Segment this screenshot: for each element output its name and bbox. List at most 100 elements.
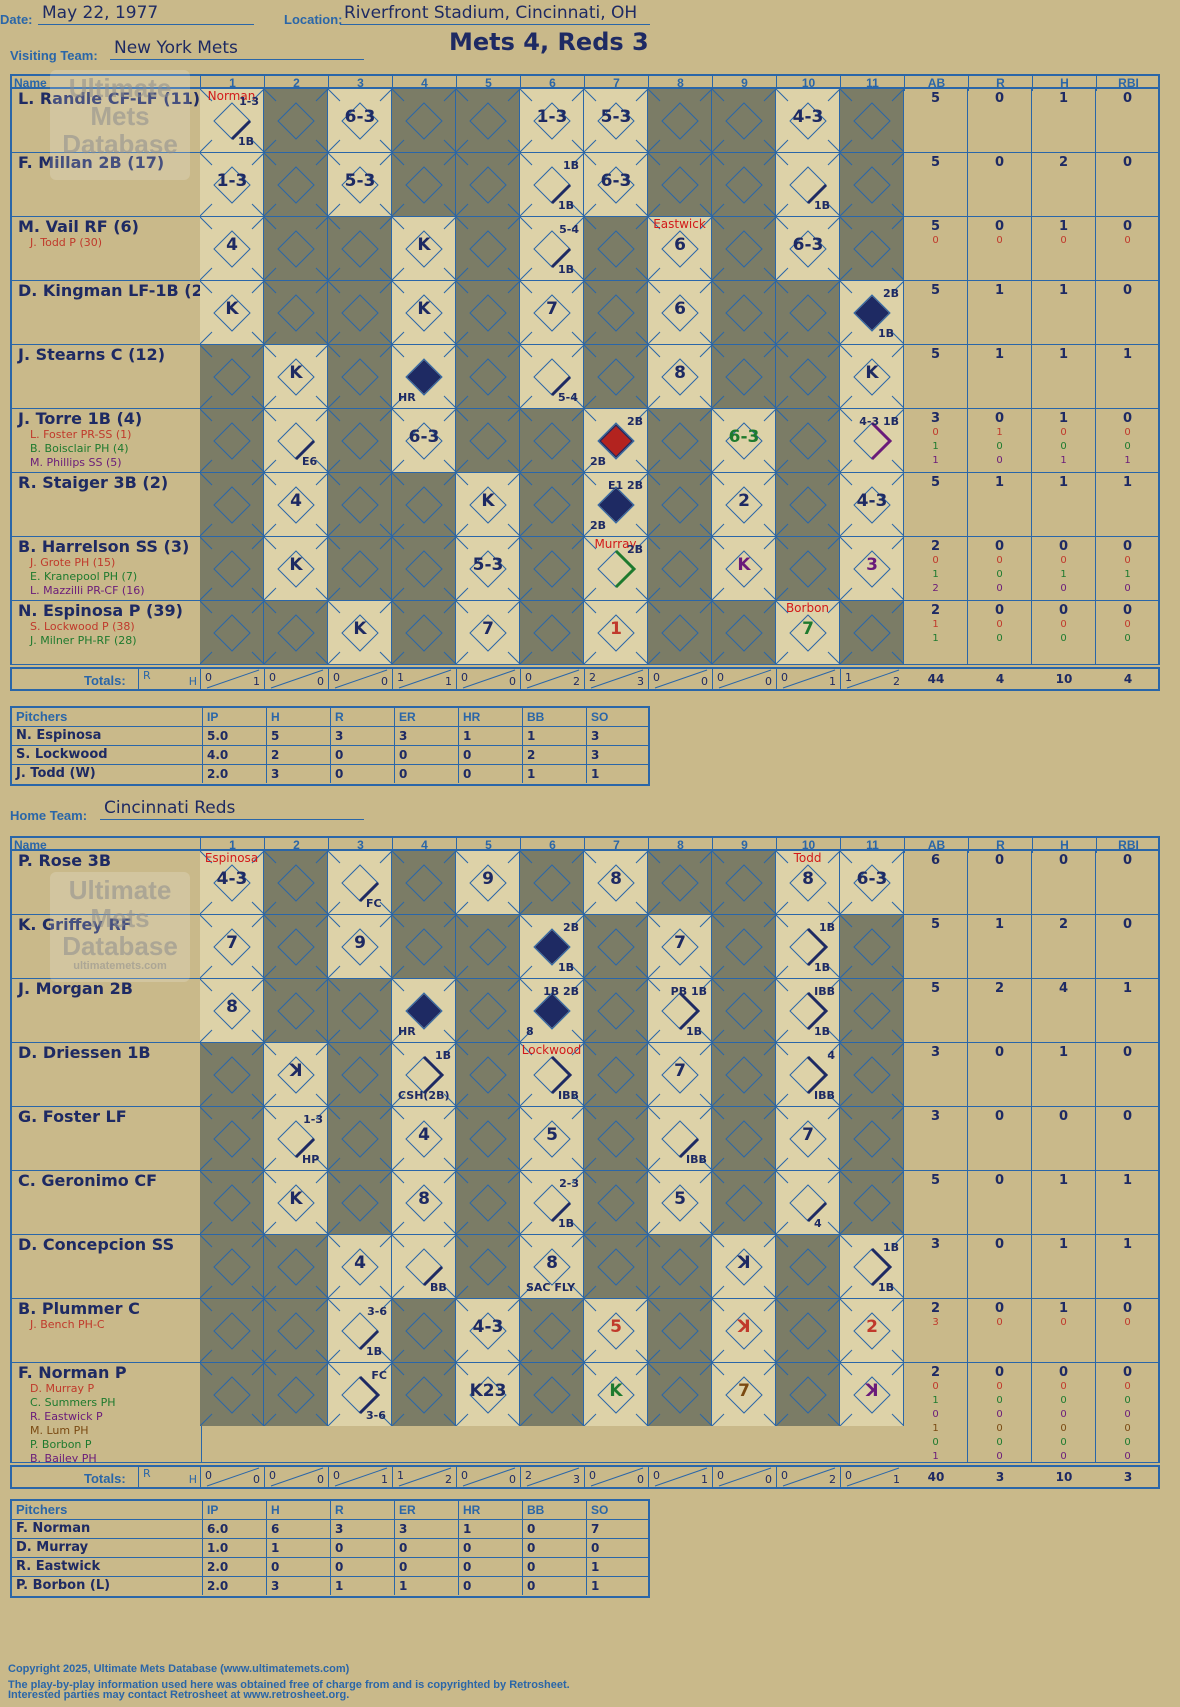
inning-cell[interactable] xyxy=(776,473,840,536)
inning-cell[interactable] xyxy=(200,1235,264,1298)
inning-cell[interactable]: 8 xyxy=(392,1171,456,1234)
inning-cell[interactable]: 7 xyxy=(776,1107,840,1170)
inning-cell[interactable] xyxy=(392,851,456,914)
inning-cell[interactable] xyxy=(520,473,584,536)
inning-cell[interactable]: 1B 1B xyxy=(520,153,584,216)
inning-cell[interactable] xyxy=(648,601,712,664)
inning-cell[interactable]: FC xyxy=(328,851,392,914)
inning-cell[interactable]: 6 Eastwick xyxy=(648,217,712,280)
inning-cell[interactable] xyxy=(648,153,712,216)
inning-cell[interactable]: ꓘ xyxy=(712,1299,776,1362)
inning-cell[interactable]: 4 xyxy=(328,1235,392,1298)
inning-cell[interactable] xyxy=(392,1363,456,1426)
inning-cell[interactable]: 1B CSH(2B) xyxy=(392,1043,456,1106)
inning-cell[interactable]: 4 xyxy=(264,473,328,536)
inning-cell[interactable]: K xyxy=(264,1171,328,1234)
inning-cell[interactable]: K23 xyxy=(456,1363,520,1426)
inning-cell[interactable]: FC 3-6 xyxy=(328,1363,392,1426)
inning-cell[interactable] xyxy=(392,915,456,978)
inning-cell[interactable]: K xyxy=(392,281,456,344)
inning-cell[interactable]: 5-3 xyxy=(328,153,392,216)
inning-cell[interactable] xyxy=(264,601,328,664)
inning-cell[interactable]: IBB 1B xyxy=(776,979,840,1042)
inning-cell[interactable]: HR xyxy=(392,979,456,1042)
inning-cell[interactable] xyxy=(776,1299,840,1362)
inning-cell[interactable] xyxy=(264,217,328,280)
inning-cell[interactable]: BB xyxy=(392,1235,456,1298)
inning-cell[interactable] xyxy=(392,153,456,216)
inning-cell[interactable]: 5 xyxy=(520,1107,584,1170)
inning-cell[interactable]: 8 xyxy=(648,345,712,408)
inning-cell[interactable]: 8 xyxy=(584,851,648,914)
inning-cell[interactable]: 1B 1B xyxy=(776,915,840,978)
inning-cell[interactable]: 6-3 xyxy=(776,217,840,280)
inning-cell[interactable]: 5-4 1B xyxy=(520,217,584,280)
inning-cell[interactable] xyxy=(584,1043,648,1106)
inning-cell[interactable] xyxy=(584,1107,648,1170)
inning-cell[interactable] xyxy=(264,89,328,152)
inning-cell[interactable]: 1-3 xyxy=(200,153,264,216)
inning-cell[interactable]: K xyxy=(584,1363,648,1426)
inning-cell[interactable] xyxy=(328,409,392,472)
inning-cell[interactable] xyxy=(328,473,392,536)
inning-cell[interactable]: K xyxy=(712,537,776,600)
inning-cell[interactable]: 5-3 xyxy=(456,537,520,600)
inning-cell[interactable]: 1 xyxy=(584,601,648,664)
inning-cell[interactable] xyxy=(392,601,456,664)
inning-cell[interactable]: ꓘ xyxy=(712,1235,776,1298)
inning-cell[interactable] xyxy=(712,345,776,408)
inning-cell[interactable]: 2B 2B xyxy=(584,409,648,472)
inning-cell[interactable]: 8 Todd xyxy=(776,851,840,914)
inning-cell[interactable] xyxy=(264,979,328,1042)
inning-cell[interactable]: 2 xyxy=(840,1299,904,1362)
inning-cell[interactable] xyxy=(776,409,840,472)
inning-cell[interactable] xyxy=(456,153,520,216)
inning-cell[interactable] xyxy=(712,1043,776,1106)
inning-cell[interactable]: 7 xyxy=(648,1043,712,1106)
inning-cell[interactable] xyxy=(264,1235,328,1298)
inning-cell[interactable] xyxy=(584,979,648,1042)
inning-cell[interactable]: 7 xyxy=(712,1363,776,1426)
inning-cell[interactable] xyxy=(200,601,264,664)
inning-cell[interactable] xyxy=(456,1043,520,1106)
inning-cell[interactable]: 2 xyxy=(712,473,776,536)
inning-cell[interactable]: 2B 1B xyxy=(840,281,904,344)
inning-cell[interactable] xyxy=(200,409,264,472)
inning-cell[interactable] xyxy=(328,1171,392,1234)
inning-cell[interactable] xyxy=(776,345,840,408)
inning-cell[interactable]: 1B xyxy=(776,153,840,216)
inning-cell[interactable]: IBB xyxy=(648,1107,712,1170)
inning-cell[interactable] xyxy=(648,89,712,152)
inning-cell[interactable] xyxy=(456,1171,520,1234)
inning-cell[interactable] xyxy=(328,537,392,600)
inning-cell[interactable]: ꓘ xyxy=(840,1363,904,1426)
inning-cell[interactable] xyxy=(456,915,520,978)
inning-cell[interactable]: 6 xyxy=(648,281,712,344)
inning-cell[interactable]: 4-3 1B xyxy=(840,409,904,472)
inning-cell[interactable] xyxy=(520,409,584,472)
inning-cell[interactable] xyxy=(520,851,584,914)
inning-cell[interactable] xyxy=(648,851,712,914)
inning-cell[interactable] xyxy=(648,1363,712,1426)
inning-cell[interactable]: 1-3 xyxy=(520,89,584,152)
inning-cell[interactable]: K xyxy=(264,537,328,600)
inning-cell[interactable]: 6-3 xyxy=(584,153,648,216)
inning-cell[interactable]: E6 xyxy=(264,409,328,472)
inning-cell[interactable]: Murray 2B xyxy=(584,537,648,600)
inning-cell[interactable] xyxy=(328,1043,392,1106)
inning-cell[interactable] xyxy=(200,473,264,536)
inning-cell[interactable]: 1-3 HP xyxy=(264,1107,328,1170)
inning-cell[interactable]: E1 2B 2B xyxy=(584,473,648,536)
inning-cell[interactable]: 6-3 xyxy=(840,851,904,914)
inning-cell[interactable]: K xyxy=(456,473,520,536)
inning-cell[interactable] xyxy=(712,851,776,914)
inning-cell[interactable] xyxy=(456,1107,520,1170)
inning-cell[interactable] xyxy=(584,1171,648,1234)
inning-cell[interactable] xyxy=(712,601,776,664)
inning-cell[interactable] xyxy=(648,473,712,536)
inning-cell[interactable] xyxy=(264,1363,328,1426)
inning-cell[interactable] xyxy=(264,281,328,344)
inning-cell[interactable]: 4-3 xyxy=(776,89,840,152)
inning-cell[interactable] xyxy=(456,345,520,408)
inning-cell[interactable] xyxy=(200,345,264,408)
